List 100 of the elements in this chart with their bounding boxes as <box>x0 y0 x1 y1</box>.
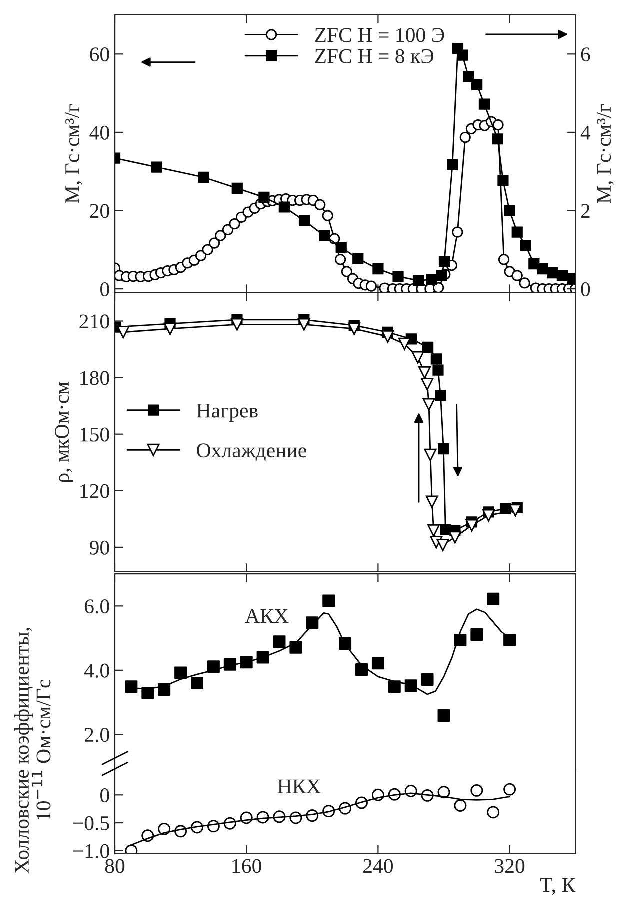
y-tick-label: −1.0 <box>73 844 110 858</box>
point <box>392 270 404 282</box>
point <box>430 354 442 365</box>
point <box>438 786 450 799</box>
point <box>198 172 210 184</box>
x-tick-label: 80 <box>105 859 125 874</box>
y2-tick-label: 2 <box>581 204 590 218</box>
point <box>278 202 290 213</box>
legend-label: Охлаждение <box>197 444 306 462</box>
point <box>504 205 516 216</box>
y-tick-label: 6.0 <box>84 600 110 614</box>
point <box>556 270 568 282</box>
point <box>422 342 434 354</box>
legend-label: Нагрев <box>196 404 258 422</box>
x-tick-label: 240 <box>363 859 394 874</box>
point <box>482 509 495 522</box>
point <box>356 664 368 676</box>
y-axis-title: M, Гс·см³/г <box>66 104 83 204</box>
point <box>454 800 467 812</box>
point <box>447 159 458 171</box>
legend-label: ZFC H = 8 кЭ <box>315 49 434 64</box>
series-label: АКХ <box>245 609 289 624</box>
point <box>492 134 504 145</box>
x-tick-label: 160 <box>232 859 262 874</box>
point <box>436 270 448 282</box>
y-tick-label: 90 <box>90 540 110 555</box>
point <box>298 318 310 331</box>
y2-axis-title: M, Гс·см³/г <box>597 104 614 204</box>
point <box>322 594 336 608</box>
point <box>463 71 474 82</box>
point <box>498 175 509 186</box>
point <box>398 338 411 350</box>
point <box>436 538 450 552</box>
y-tick-label: 180 <box>80 371 110 386</box>
point <box>428 524 440 537</box>
point <box>478 98 490 110</box>
y2-tick-label: 6 <box>581 48 590 62</box>
point <box>512 226 523 238</box>
point <box>273 636 286 648</box>
point <box>457 50 468 61</box>
point <box>470 784 484 797</box>
point <box>470 628 484 641</box>
y2-tick-label: 4 <box>580 126 591 140</box>
point <box>487 806 500 819</box>
point <box>388 680 401 694</box>
point <box>352 253 364 264</box>
point <box>174 666 188 680</box>
point <box>382 330 394 343</box>
point <box>258 192 270 204</box>
point <box>418 366 432 379</box>
point <box>520 240 532 252</box>
point <box>412 275 424 286</box>
point <box>426 274 438 286</box>
point <box>422 398 436 411</box>
x-tick-label: 320 <box>495 859 525 874</box>
point <box>158 683 171 696</box>
point <box>421 378 434 391</box>
y-axis-title: ρ, мкОм·см <box>55 382 74 482</box>
point <box>504 634 516 646</box>
point <box>466 519 478 532</box>
point <box>125 680 138 694</box>
point <box>336 242 347 254</box>
x-axis-title: T, К <box>540 878 576 896</box>
point <box>421 674 434 686</box>
y-tick-label: 210 <box>80 314 110 329</box>
point <box>472 79 483 90</box>
point <box>372 657 384 670</box>
y-tick-label: 120 <box>80 484 110 498</box>
point <box>426 496 438 508</box>
point <box>191 677 204 690</box>
y-tick-label: 0 <box>100 788 110 803</box>
point <box>438 444 450 455</box>
point <box>536 264 548 275</box>
point <box>435 390 446 402</box>
legend-label: ZFC H = 100 Э <box>315 28 444 42</box>
point <box>547 267 558 279</box>
y-tick-label: 20 <box>90 204 110 218</box>
y2-tick-label: 0 <box>581 282 590 297</box>
y-tick-label: 40 <box>90 126 110 140</box>
point <box>232 182 243 194</box>
y-tick-label: −0.5 <box>73 816 110 831</box>
point <box>230 318 244 331</box>
point <box>348 322 361 336</box>
point <box>164 322 177 336</box>
point <box>224 658 236 671</box>
point <box>372 264 384 275</box>
point <box>298 215 310 226</box>
point <box>290 641 302 654</box>
point <box>438 256 450 268</box>
point <box>412 351 424 364</box>
y-tick-label: 2.0 <box>85 728 110 742</box>
point <box>142 687 154 700</box>
point <box>438 709 450 722</box>
point <box>432 364 444 376</box>
point <box>424 448 437 462</box>
point <box>487 592 500 606</box>
y-tick-label: 60 <box>90 48 110 62</box>
y-tick-label: 0 <box>100 282 110 297</box>
point <box>504 783 516 796</box>
y-tick-label: 4.0 <box>84 664 110 678</box>
